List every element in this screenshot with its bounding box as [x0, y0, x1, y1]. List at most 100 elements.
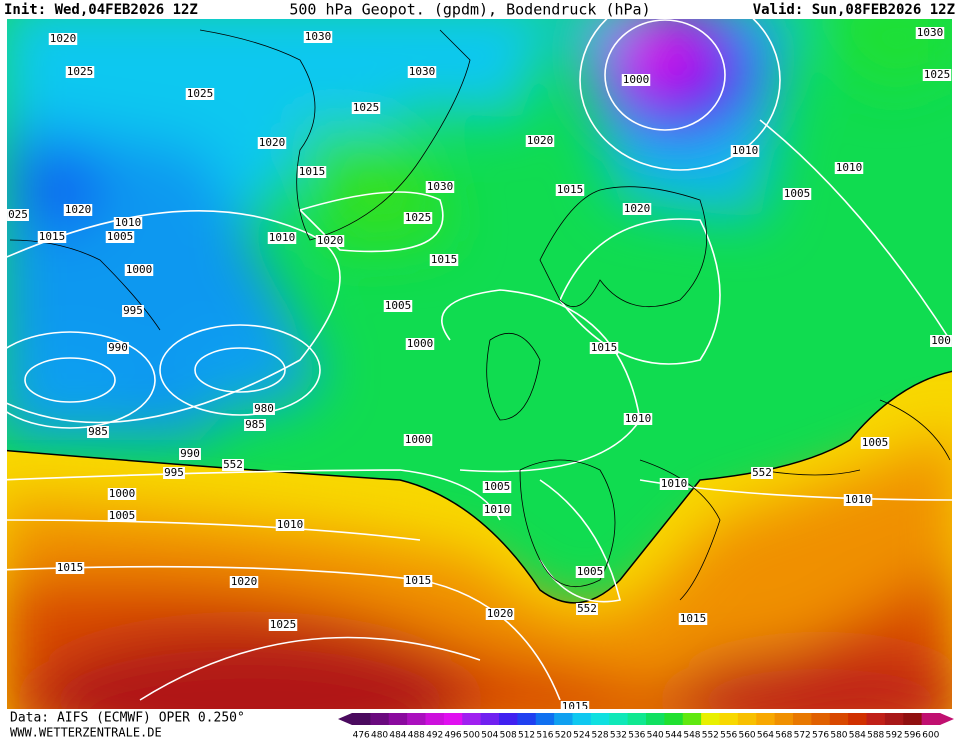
isobar-label: 1000 [403, 433, 433, 446]
isobar-label: 1015 [429, 253, 459, 266]
colorbar-swatch [829, 713, 849, 725]
isobar-value: 1015 [557, 183, 584, 196]
label-bg [105, 231, 135, 243]
isobar-label: 1015 [678, 612, 708, 625]
isobar-value: 1020 [527, 134, 554, 147]
isobar-label: 1005 [860, 436, 890, 449]
isobar-label: 1020 [229, 575, 259, 588]
colorbar-swatch [664, 713, 684, 725]
colorbar-arrow-left [338, 713, 352, 725]
isobar-label: 995 [163, 466, 185, 479]
label-bg [621, 74, 651, 86]
colorbar-swatch [793, 713, 812, 725]
isobar-value: 1020 [624, 202, 651, 215]
map-title: 500 hPa Geopot. (gpdm), Bodendruck (hPa) [289, 1, 650, 19]
colorbar-swatch [352, 713, 371, 725]
colorbar-label: 484 [389, 731, 406, 741]
isobar-label: 1005 [105, 230, 135, 243]
colorbar-swatch [866, 713, 886, 725]
isobar-label: 990 [179, 447, 201, 460]
label-bg [275, 519, 305, 531]
colorbar-label: 552 [702, 731, 719, 741]
colorbar-label: 480 [371, 731, 388, 741]
isobar-value: 1005 [862, 436, 889, 449]
isobar-value: 1020 [65, 203, 92, 216]
isobar-label: 995 [122, 304, 144, 317]
label-bg [659, 478, 689, 490]
colorbar-label: 584 [849, 731, 866, 741]
colorbar-swatch [646, 713, 665, 725]
isobar-label: 1020 [63, 203, 93, 216]
isobar-label: 1005 [782, 187, 812, 200]
isobar-label: 100 [930, 334, 952, 347]
isobar-value: 1025 [353, 101, 380, 114]
isobar-value: 552 [752, 466, 772, 479]
isobar-value: 1010 [269, 231, 296, 244]
label-bg [87, 426, 109, 438]
isobar-value: 1005 [484, 480, 511, 493]
isobar-value: 1010 [115, 216, 142, 229]
isobar-value: 995 [123, 304, 143, 317]
label-bg [55, 562, 85, 574]
colorbar-swatch [572, 713, 592, 725]
label-bg [124, 264, 154, 276]
isobar-label: 1015 [555, 183, 585, 196]
init-time: Init: Wed,04FEB2026 12Z [4, 2, 198, 18]
isobar-label: 985 [87, 425, 109, 438]
label-bg [782, 188, 812, 200]
colorbar-swatch [425, 713, 445, 725]
isobar-label: 985 [244, 418, 266, 431]
colorbar-label: 516 [536, 731, 553, 741]
coastlines [9, 29, 951, 601]
label-bg [63, 204, 93, 216]
label-bg [915, 27, 945, 39]
colorbar-swatch [554, 713, 573, 725]
isobar-label: 1020 [315, 234, 345, 247]
isobar-value: 1015 [680, 612, 707, 625]
colorbar-label: 476 [353, 731, 370, 741]
label-bg [575, 566, 605, 578]
isobar-value: 1015 [57, 561, 84, 574]
label-bg [482, 481, 512, 493]
colorbar-swatch [737, 713, 757, 725]
isobar-label: 1020 [485, 607, 515, 620]
isobar-label: 1025 [268, 618, 298, 631]
colorbar-label: 580 [830, 731, 847, 741]
colorbar-swatch [388, 713, 408, 725]
colorbar-swatch [517, 713, 537, 725]
isobar-value: 985 [88, 425, 108, 438]
label-bg [485, 608, 515, 620]
isobar-label: 1025 [403, 211, 433, 224]
isobar-value: 1030 [917, 26, 944, 39]
isobar-value: 1010 [732, 144, 759, 157]
isobar-label: 1000 [124, 263, 154, 276]
colorbar-label: 504 [481, 731, 498, 741]
isobar-value: 985 [245, 418, 265, 431]
colorbar-label: 524 [573, 731, 590, 741]
label-bg [678, 613, 708, 625]
colorbar-swatch [719, 713, 739, 725]
isobar-value: 025 [8, 208, 28, 221]
isobar-value: 1000 [126, 263, 153, 276]
colorbar-swatch [462, 713, 482, 725]
colorbar-swatch [535, 713, 555, 725]
label-bg [403, 434, 433, 446]
isobar-value: 1025 [187, 87, 214, 100]
isobar-label: 1005 [383, 299, 413, 312]
isobar-label: 1010 [843, 493, 873, 506]
colorbar-label: 600 [922, 731, 939, 741]
label-bg [589, 342, 619, 354]
isobar-value: 1010 [277, 518, 304, 531]
isobar-value: 1020 [487, 607, 514, 620]
isobar-value: 1025 [270, 618, 297, 631]
isobar-value: 990 [108, 341, 128, 354]
isobar-value: 1025 [405, 211, 432, 224]
label-bg [107, 342, 129, 354]
isobar-value: 1020 [259, 136, 286, 149]
label-bg [315, 235, 345, 247]
isobar-label: 1000 [107, 487, 137, 500]
isobar-label: 1030 [425, 180, 455, 193]
colorbar-swatch [848, 713, 867, 725]
label-bg [163, 467, 185, 479]
